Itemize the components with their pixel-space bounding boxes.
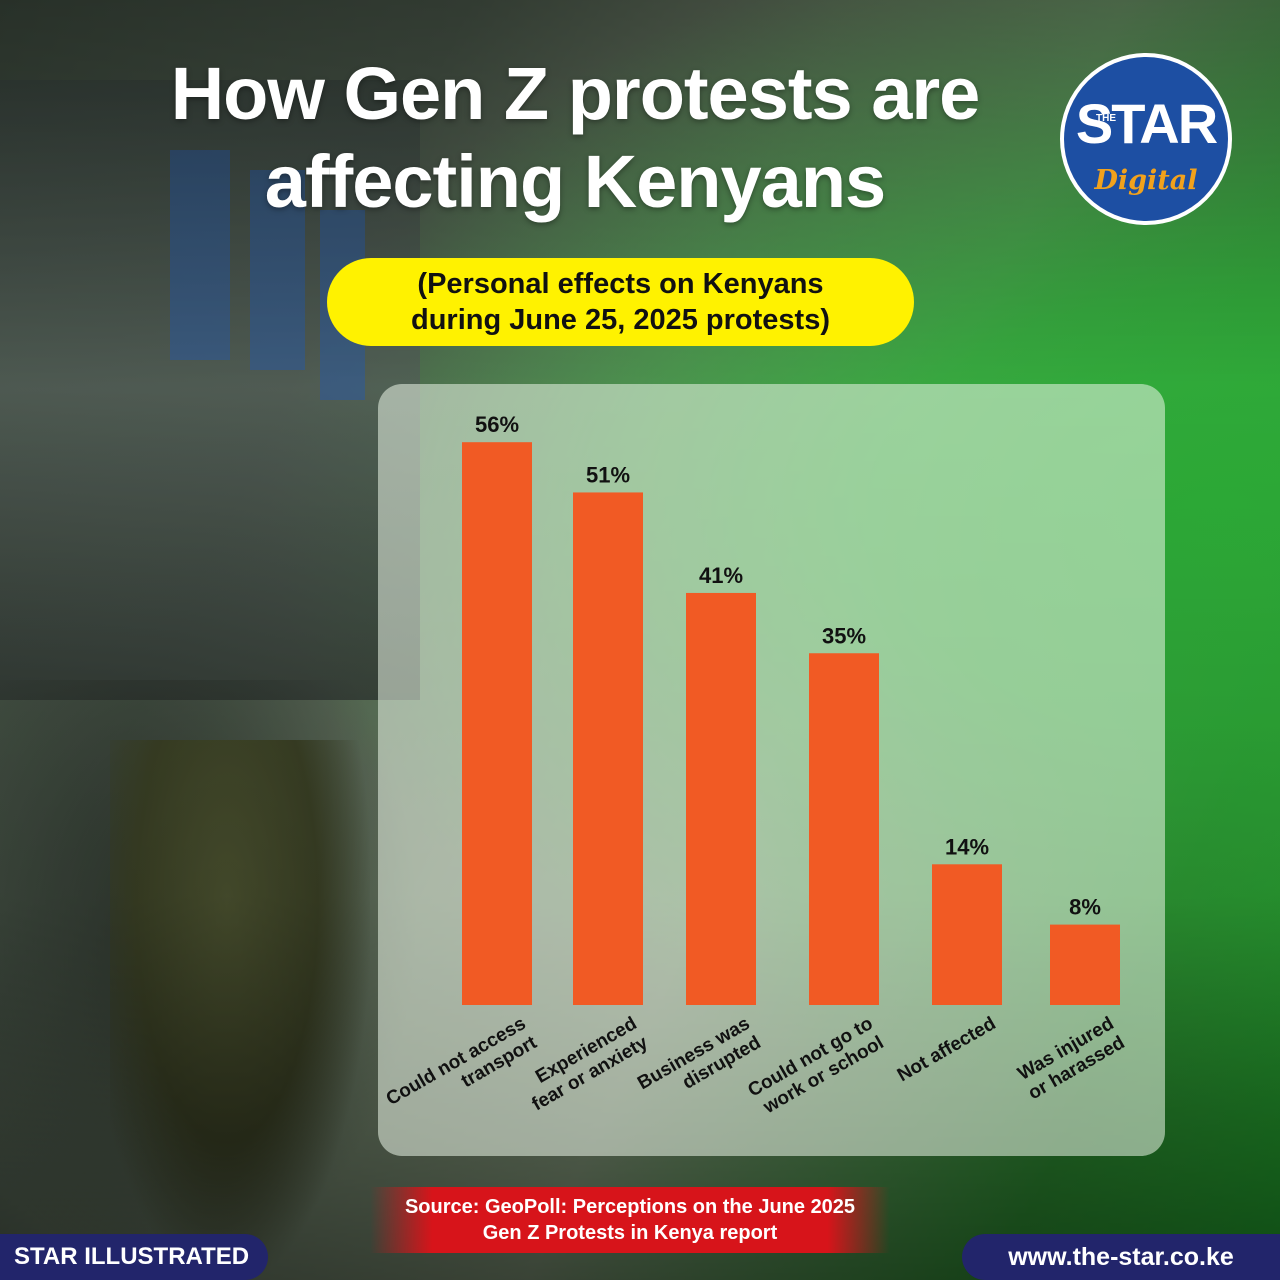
- bar-6: [1050, 924, 1120, 1005]
- star-digital-logo: THE STAR Digital: [1060, 53, 1232, 225]
- subtitle-pill: (Personal effects on Kenyans during June…: [327, 258, 914, 346]
- category-label-line: Not affected: [894, 1013, 1000, 1086]
- subtitle-text: (Personal effects on Kenyans during June…: [410, 268, 830, 336]
- bar-5: [932, 864, 1002, 1005]
- category-label-1: Could not accesstransport: [383, 1013, 541, 1129]
- category-label-5: Not affected: [894, 1013, 1000, 1086]
- bar-value-label-4: 35%: [822, 623, 866, 648]
- footer-website: www.the-star.co.ke: [962, 1234, 1280, 1280]
- footer-brand: STAR ILLUSTRATED: [0, 1234, 268, 1280]
- logo-digital: Digital: [1094, 165, 1198, 196]
- bar-value-label-1: 56%: [475, 412, 519, 437]
- category-label-3: Business wasdisrupted: [634, 1013, 764, 1113]
- bar-3: [686, 592, 756, 1005]
- page-title: How Gen Z protests are affecting Kenyans: [0, 50, 1150, 226]
- title-line-2: affecting Kenyans: [264, 140, 886, 223]
- source-box: Source: GeoPoll: Perceptions on the June…: [370, 1187, 890, 1253]
- footer-website-text: www.the-star.co.ke: [1008, 1242, 1234, 1271]
- logo-star: STAR: [1075, 92, 1218, 155]
- bar-value-label-2: 51%: [586, 462, 630, 487]
- bar-value-label-3: 41%: [699, 563, 743, 588]
- bar-2: [573, 492, 643, 1005]
- footer-brand-text: STAR ILLUSTRATED: [14, 1243, 250, 1270]
- source-text: Source: GeoPoll: Perceptions on the June…: [404, 1196, 856, 1244]
- bar-value-label-6: 8%: [1069, 895, 1101, 920]
- bar-4: [809, 653, 879, 1005]
- category-label-4: Could not go towork or school: [744, 1013, 887, 1120]
- bar-value-label-5: 14%: [945, 834, 989, 859]
- category-label-2: Experiencedfear or anxiety: [517, 1013, 651, 1115]
- logo-badge: THE STAR Digital: [1064, 57, 1228, 221]
- title-line-1: How Gen Z protests are: [170, 52, 981, 135]
- category-label-6: Was injuredor harassed: [1014, 1013, 1129, 1104]
- bar-1: [462, 442, 532, 1005]
- logo-the: THE: [1096, 113, 1116, 124]
